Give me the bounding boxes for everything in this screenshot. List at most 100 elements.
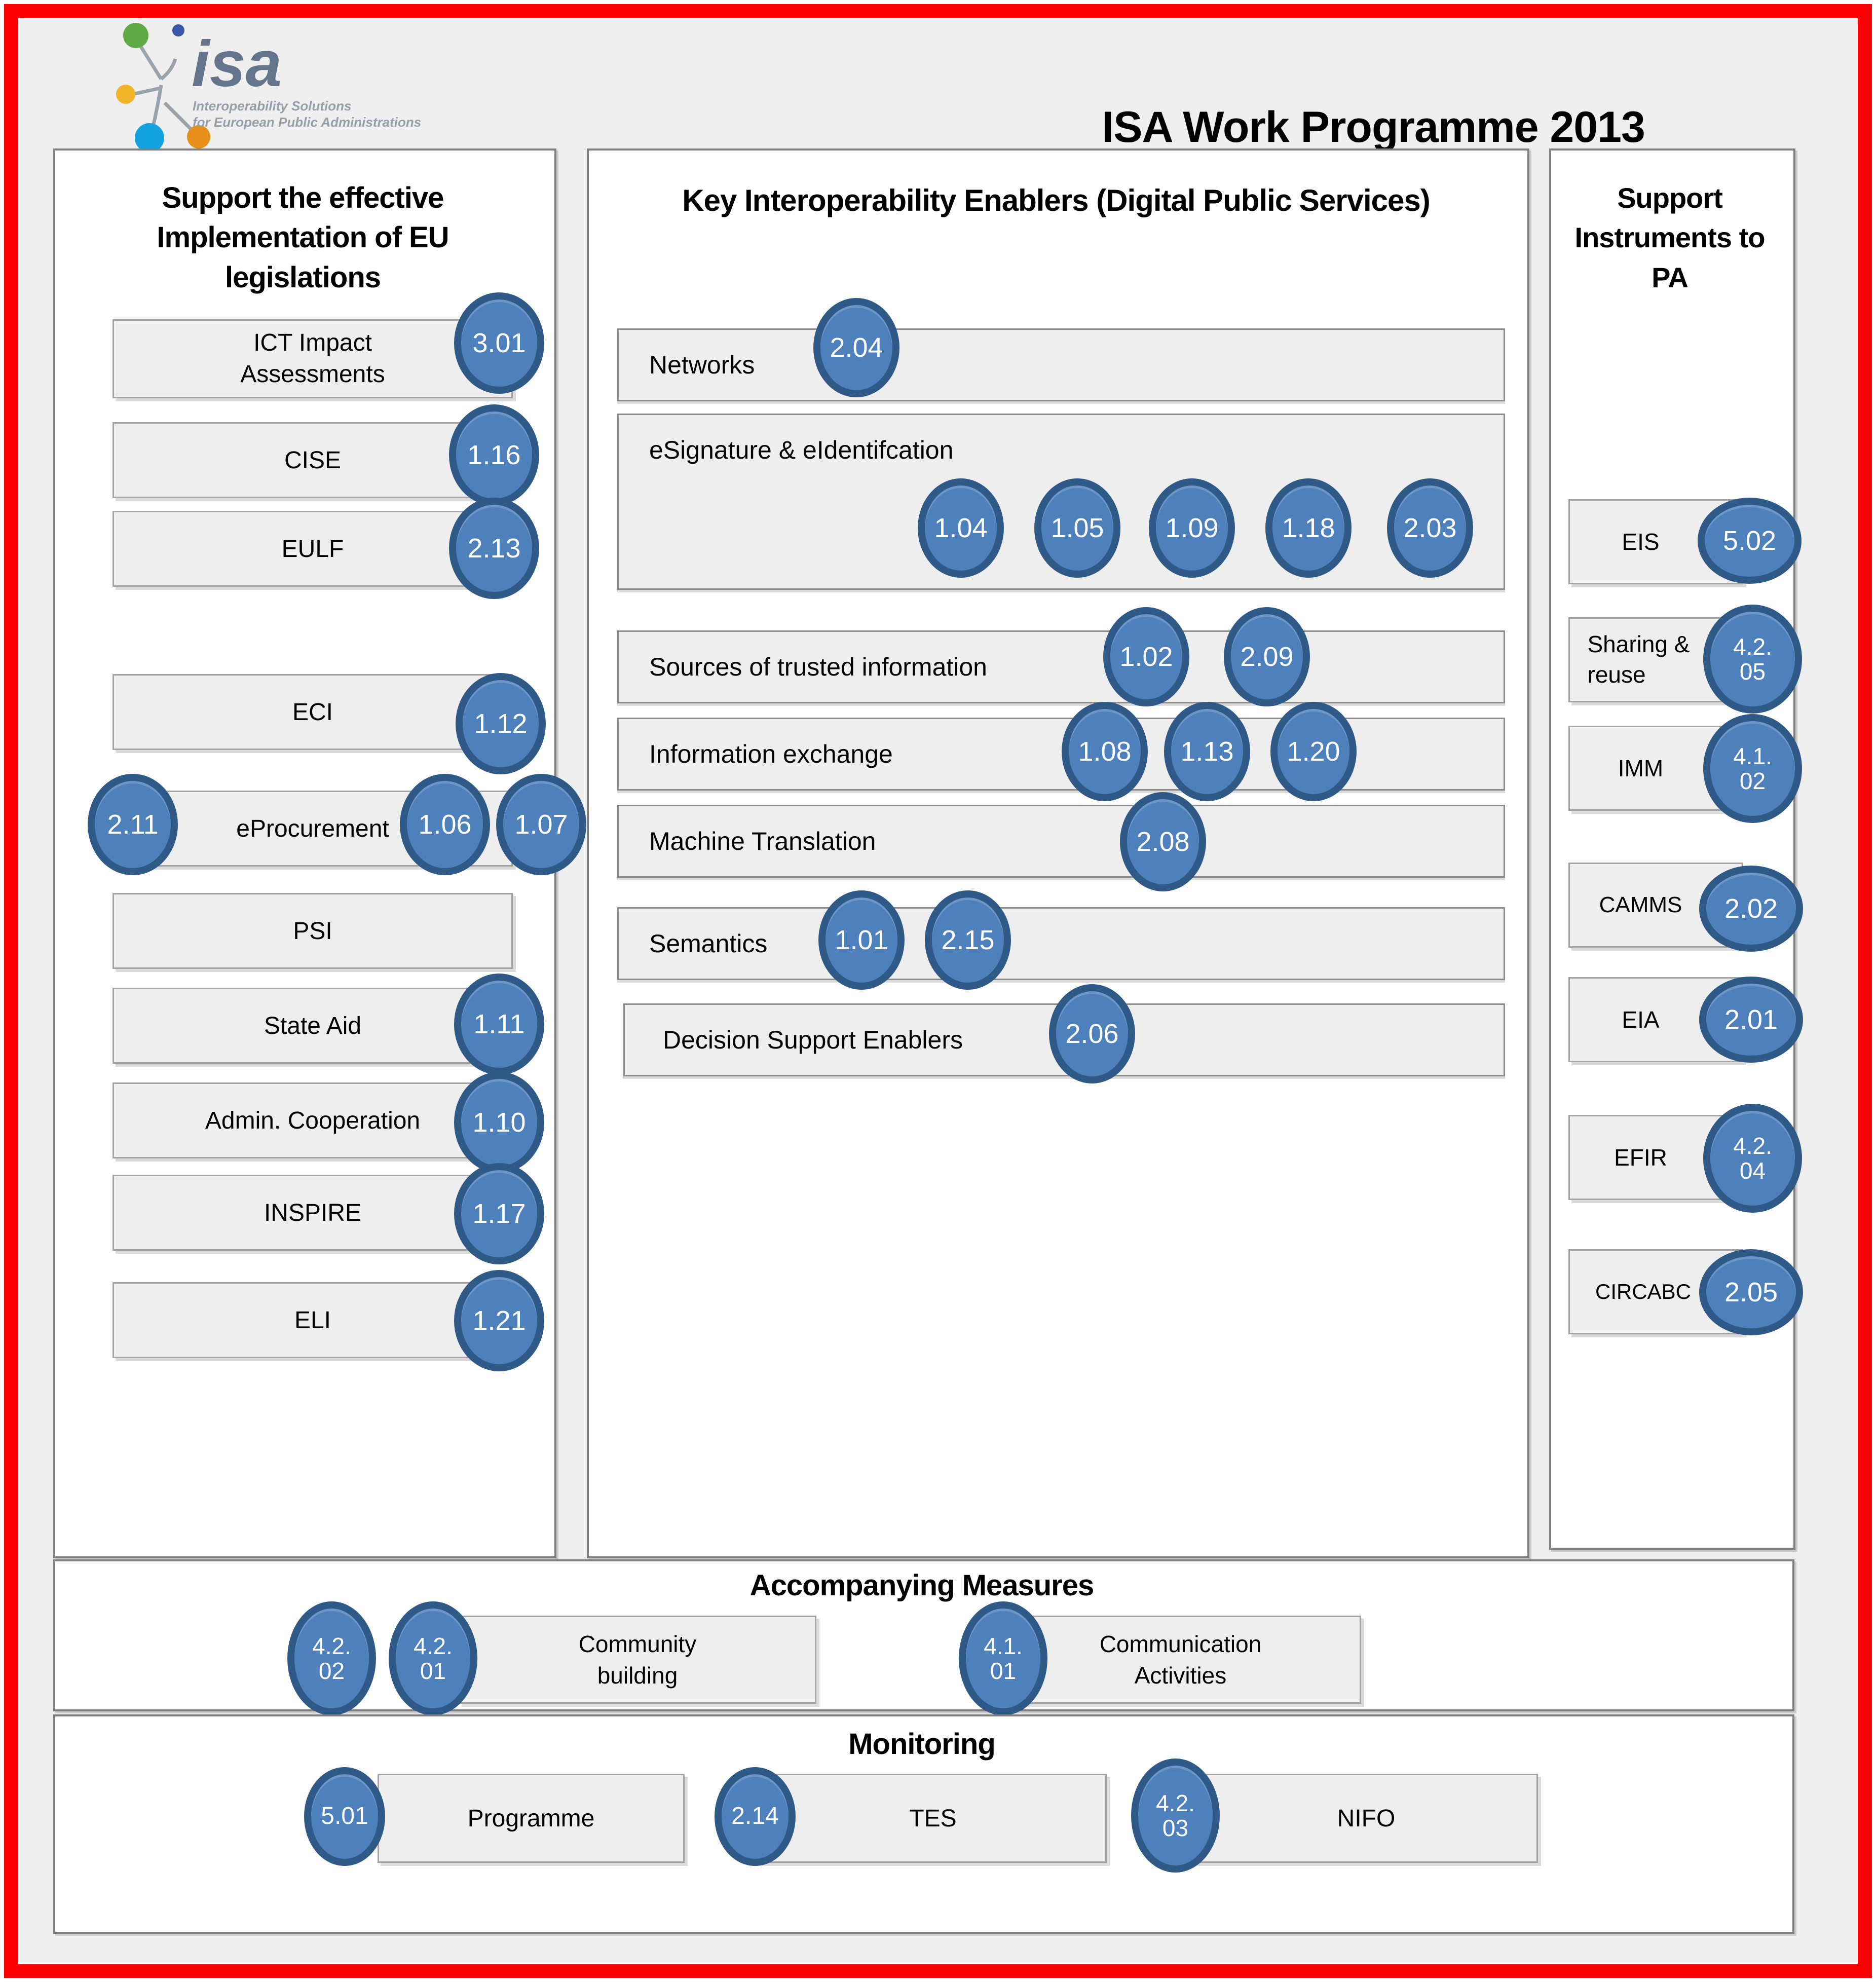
middle-row-label: Information exchange — [649, 740, 893, 768]
right-item-label: CAMMS — [1599, 892, 1682, 917]
item-badge: 1.01 — [818, 890, 905, 990]
item-badge: 2.01 — [1699, 977, 1803, 1063]
middle-row-label: Semantics — [649, 929, 768, 958]
item-badge: 1.17 — [454, 1163, 544, 1264]
item-badge: 1.16 — [449, 404, 539, 506]
item-badge: 1.13 — [1164, 702, 1250, 801]
logo-node-blue — [172, 24, 184, 36]
item-badge: 1.02 — [1103, 607, 1189, 706]
middle-row-label: Sources of trusted information — [649, 653, 987, 681]
logo-brand-text: isa — [192, 28, 282, 100]
item-badge: 4.2. 01 — [389, 1601, 477, 1715]
left-item-ict: ICT Impact Assessments — [112, 319, 513, 398]
right-item-label: EIS — [1622, 529, 1660, 555]
right-item-label: EIA — [1622, 1006, 1660, 1033]
middle-row-sources: Sources of trusted information — [617, 630, 1505, 703]
item-badge: 4.1. 02 — [1703, 714, 1802, 823]
left-item-cise: CISE — [112, 422, 513, 498]
left-item-label: eProcurement — [236, 815, 389, 842]
item-badge: 1.12 — [456, 673, 546, 774]
left-item-label: PSI — [293, 917, 332, 945]
left-item-inspire: INSPIRE — [112, 1175, 513, 1251]
item-badge: 4.1. 01 — [959, 1601, 1047, 1715]
logo-tagline-1: Interoperability Solutions — [193, 98, 351, 114]
nifo-label: NIFO — [1337, 1805, 1396, 1832]
right-item-label: CIRCABC — [1595, 1280, 1692, 1303]
item-badge: 1.05 — [1034, 478, 1120, 578]
isa-logo: isa Interoperability Solutions for Europ… — [116, 23, 421, 153]
programme-box: Programme — [378, 1774, 685, 1863]
right-item-label: Sharing & reuse — [1587, 631, 1690, 688]
left-item-psi: PSI — [112, 893, 513, 969]
item-badge: 4.2. 02 — [287, 1601, 376, 1715]
item-badge: 2.04 — [813, 298, 899, 397]
left-item-state-aid: State Aid — [112, 988, 513, 1064]
nifo-box: NIFO — [1194, 1774, 1538, 1863]
panel-right-header: Support Instruments to PA — [1574, 182, 1766, 293]
left-item-label: Admin. Cooperation — [205, 1107, 421, 1134]
logo-node-yellow — [116, 85, 135, 104]
logo-node-cyan — [135, 123, 164, 153]
left-item-eci: ECI — [112, 674, 513, 750]
middle-row-semantics: Semantics — [617, 907, 1505, 980]
programme-label: Programme — [467, 1805, 595, 1832]
left-item-label: State Aid — [264, 1012, 362, 1039]
item-badge: 2.05 — [1699, 1249, 1803, 1335]
item-badge: 2.11 — [88, 774, 178, 875]
item-badge: 5.01 — [304, 1767, 385, 1866]
left-item-label: INSPIRE — [264, 1199, 362, 1226]
item-badge: 2.03 — [1387, 478, 1473, 578]
left-item-eulf: EULF — [112, 511, 513, 587]
panel-middle-header: Key Interoperability Enablers (Digital P… — [682, 183, 1431, 217]
left-item-admin-cooperation: Admin. Cooperation — [112, 1082, 513, 1158]
item-badge: 1.08 — [1062, 702, 1148, 801]
panel-left-header: Support the effective Implementation of … — [157, 181, 449, 294]
tes-box: TES — [759, 1774, 1107, 1863]
left-item-label: ECI — [292, 698, 333, 726]
item-badge: 2.06 — [1049, 984, 1135, 1083]
item-badge: 3.01 — [454, 292, 544, 394]
tes-label: TES — [909, 1805, 957, 1832]
logo-tagline-2: for European Public Administrations — [193, 115, 421, 130]
item-badge: 2.14 — [715, 1767, 796, 1866]
communication-activities-label: Communication Activities — [1099, 1630, 1262, 1689]
item-badge: 4.2. 03 — [1131, 1759, 1220, 1873]
item-badge: 2.02 — [1699, 866, 1803, 952]
middle-row-information-exchange: Information exchange — [617, 718, 1505, 791]
band-accompanying-title: Accompanying Measures — [749, 1569, 1094, 1602]
item-badge: 1.11 — [454, 974, 544, 1075]
logo-node-orange — [187, 125, 210, 148]
item-badge: 1.06 — [400, 774, 490, 875]
item-badge: 4.2. 05 — [1703, 605, 1802, 714]
panel-right — [1549, 148, 1795, 1550]
middle-row-networks: Networks — [617, 328, 1505, 401]
item-badge: 1.18 — [1265, 478, 1352, 578]
item-badge: 1.20 — [1270, 702, 1357, 801]
community-building-box: Community building — [459, 1616, 816, 1704]
middle-row-label: Networks — [649, 351, 755, 379]
item-badge: 2.13 — [449, 498, 539, 599]
item-badge: 4.2. 04 — [1703, 1104, 1802, 1213]
logo-node-green — [123, 23, 148, 48]
item-badge: 2.15 — [925, 890, 1011, 990]
middle-row-label: eSignature & eIdentifcation — [649, 436, 954, 464]
right-item-label: EFIR — [1614, 1144, 1667, 1171]
item-badge: 1.07 — [496, 774, 586, 875]
logo-branches — [127, 38, 198, 136]
middle-row-label: Decision Support Enablers — [663, 1026, 963, 1054]
right-item-label: IMM — [1618, 755, 1664, 781]
item-badge: 5.02 — [1698, 498, 1802, 584]
left-item-label: ICT Impact Assessments — [240, 329, 385, 388]
item-badge: 1.09 — [1149, 478, 1235, 578]
page-title: ISA Work Programme 2013 — [1102, 103, 1645, 152]
item-badge: 1.04 — [918, 478, 1004, 578]
communication-activities-box: Communication Activities — [1000, 1616, 1361, 1704]
community-building-label: Community building — [578, 1630, 697, 1689]
item-badge: 1.21 — [454, 1270, 544, 1371]
item-badge: 2.08 — [1120, 792, 1206, 891]
left-item-label: CISE — [284, 446, 342, 474]
left-item-label: ELI — [294, 1306, 331, 1334]
left-item-eli: ELI — [112, 1282, 513, 1358]
band-monitoring-title: Monitoring — [848, 1728, 996, 1761]
